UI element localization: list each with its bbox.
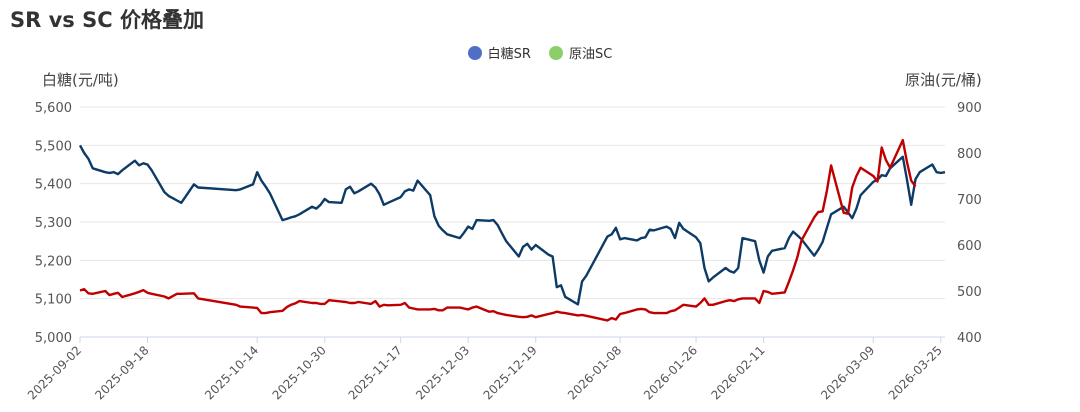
x-tick-label: 2025-10-30 xyxy=(270,343,329,402)
y-left-tick-label: 5,500 xyxy=(35,139,72,154)
y-right-tick-label: 900 xyxy=(957,101,982,116)
x-tick-label: 2026-02-11 xyxy=(708,343,767,402)
y-right-tick-label: 600 xyxy=(957,239,982,254)
y-left-tick-label: 5,100 xyxy=(35,293,72,308)
series-line-sr[interactable] xyxy=(78,144,946,306)
chart-title: SR vs SC 价格叠加 xyxy=(10,8,204,32)
legend-marker-sr xyxy=(467,45,482,60)
y-right-axis-title: 原油(元/桶) xyxy=(905,71,982,89)
y-right-tick-label: 400 xyxy=(957,331,982,346)
legend-item-sc[interactable]: 原油SC xyxy=(548,43,613,62)
legend-item-sr[interactable]: 白糖SR xyxy=(467,43,531,62)
x-tick-label: 2026-01-26 xyxy=(641,343,700,402)
y-left-ticks: 5,000 5,100 5,200 5,300 5,400 5,500 5,600 xyxy=(35,101,72,346)
x-tick-label: 2025-09-18 xyxy=(92,343,151,402)
y-right-tick-label: 800 xyxy=(957,147,982,162)
x-axis-ticks: 2025-09-02 2025-09-18 2025-10-14 2025-10-30… xyxy=(25,337,945,402)
x-tick-label: 2026-03-09 xyxy=(818,343,877,402)
legend-marker-sc xyxy=(548,45,563,60)
y-left-tick-label: 5,600 xyxy=(35,101,72,116)
gridlines xyxy=(80,106,945,338)
x-tick-label: 2026-03-25 xyxy=(886,343,945,402)
y-left-tick-label: 5,000 xyxy=(35,331,72,346)
x-tick-label: 2025-09-02 xyxy=(25,343,84,402)
y-left-tick-label: 5,300 xyxy=(35,216,72,231)
series-line-sc[interactable] xyxy=(79,138,917,322)
y-right-ticks: 400 500 600 700 800 900 xyxy=(957,101,982,346)
x-tick-label: 2025-12-19 xyxy=(481,343,540,402)
y-left-tick-label: 5,400 xyxy=(35,178,72,193)
x-tick-label: 2026-01-08 xyxy=(565,343,624,402)
y-right-tick-label: 500 xyxy=(957,285,982,300)
legend-label-sc: 原油SC xyxy=(568,47,613,62)
y-right-tick-label: 700 xyxy=(957,193,982,208)
y-left-axis-title: 白糖(元/吨) xyxy=(42,71,119,89)
y-left-tick-label: 5,200 xyxy=(35,254,72,269)
x-tick-label: 2025-10-14 xyxy=(202,343,261,402)
x-tick-label: 2025-12-03 xyxy=(413,343,472,402)
legend-label-sr: 白糖SR xyxy=(487,47,531,62)
legend: 白糖SR 原油SC xyxy=(0,43,1080,62)
x-tick-label: 2025-11-17 xyxy=(346,343,405,402)
